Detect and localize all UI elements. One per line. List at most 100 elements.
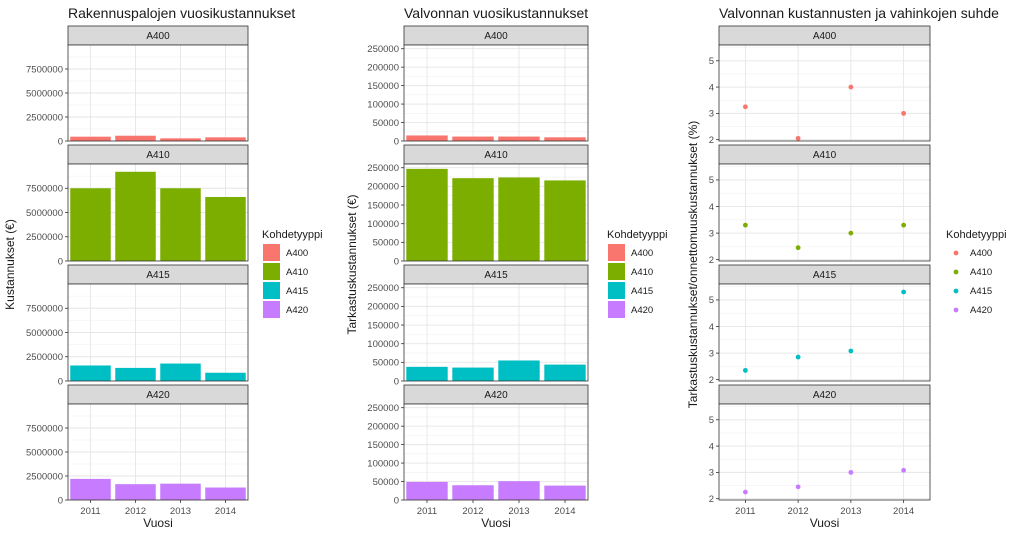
y-tick-label: 250000 — [367, 163, 399, 174]
chart-2-facet-A410: A410 0 50000 100000 150000 200000 250000 — [367, 144, 589, 267]
chart-3-facet-A410: A410 2 3 4 5 — [709, 144, 931, 266]
y-tick-label: 4 — [709, 82, 714, 93]
bar-A415-2014 — [544, 364, 586, 381]
chart-1: A400 0 2500000 5000000 7500000 A410 0 2500000 50… — [3, 25, 323, 530]
chart-2-facet-A415: A415 0 50000 100000 150000 200000 250000 — [367, 264, 589, 387]
x-axis-title: Vuosi — [810, 516, 840, 530]
bar-A420-2012 — [452, 485, 494, 500]
point-A400-2013 — [848, 84, 854, 90]
bar-A400-2013 — [498, 136, 540, 141]
y-tick-label: 100000 — [367, 339, 399, 350]
panel-border — [403, 44, 589, 142]
y-tick-label: 250000 — [367, 44, 399, 55]
y-tick-label: 0 — [58, 256, 63, 267]
legend-label-A415: A415 — [970, 286, 992, 297]
facet-strip-label: A410 — [484, 150, 508, 161]
legend-key-A415 — [263, 282, 280, 299]
chart-panels: A4000250000050000007500000A4100250000050… — [3, 25, 1007, 530]
y-tick-label: 250000 — [367, 403, 399, 414]
bar-A400-2012 — [115, 135, 156, 141]
x-tick-label: 2011 — [735, 506, 755, 517]
bar-A400-2014 — [205, 137, 246, 141]
bar-A400-2012 — [452, 136, 494, 141]
legend-key-A415 — [953, 288, 959, 294]
facet-strip-label: A415 — [484, 270, 508, 281]
facet-strip-label: A415 — [813, 270, 837, 281]
bar-A400-2014 — [544, 137, 586, 141]
panel-border — [403, 283, 589, 382]
y-tick-label: 150000 — [367, 200, 399, 211]
bar-A420-2011 — [406, 481, 448, 500]
bar-A410-2011 — [406, 168, 448, 261]
chart-1-title: Rakennuspalojen vuosikustannukset — [68, 5, 295, 21]
chart-2-facet-A420: A420 0 50000 100000 150000 200000 250000 — [367, 384, 589, 506]
x-tick-label: 2014 — [893, 506, 914, 517]
y-tick-label: 3 — [709, 348, 714, 359]
y-tick-label: 2 — [709, 255, 714, 266]
bar-A415-2014 — [205, 372, 246, 381]
y-tick-label: 5 — [709, 175, 714, 186]
y-tick-label: 2500000 — [26, 471, 63, 482]
chart-1-facet-A415: A415 0 2500000 5000000 7500000 — [26, 264, 249, 387]
y-tick-label: 5000000 — [26, 208, 63, 219]
y-axis-title: Tarkastuskustannukset/onnettomuuskustann… — [686, 121, 700, 408]
y-tick-label: 150000 — [367, 320, 399, 331]
x-tick-label: 2013 — [170, 506, 191, 517]
point-A420-2013 — [848, 469, 854, 475]
panel-border — [718, 283, 931, 382]
x-tick-label: 2012 — [125, 506, 146, 517]
legend: Kohdetyyppi A400 A410 A415 A420 — [607, 229, 668, 318]
legend: Kohdetyyppi A400 A410 A415 A420 — [946, 229, 1007, 316]
chart-3-facet-A415: A415 2 3 4 5 — [709, 264, 931, 386]
legend-label-A410: A410 — [970, 267, 992, 278]
bar-A420-2014 — [544, 485, 586, 500]
bar-A410-2014 — [544, 180, 586, 261]
y-tick-label: 200000 — [367, 421, 399, 432]
legend-label-A410: A410 — [631, 267, 653, 278]
y-tick-label: 100000 — [367, 99, 399, 110]
y-tick-label: 5000000 — [26, 447, 63, 458]
y-tick-label: 7500000 — [26, 64, 63, 75]
bar-A420-2014 — [205, 487, 246, 500]
facet-strip-label: A420 — [484, 390, 508, 401]
point-A415-2014 — [901, 289, 907, 295]
panel-border — [718, 44, 931, 142]
point-A410-2011 — [742, 222, 748, 228]
facet-strip-label: A420 — [146, 390, 170, 401]
point-A415-2013 — [848, 348, 854, 354]
chart-2-facet-A400: A400 0 50000 100000 150000 200000 250000 — [367, 25, 589, 147]
y-tick-label: 50000 — [373, 358, 399, 369]
y-tick-label: 0 — [394, 495, 399, 506]
x-axis-title: Vuosi — [143, 516, 173, 530]
bar-A400-2011 — [70, 136, 111, 141]
chart-1-facet-A400: A400 0 2500000 5000000 7500000 — [26, 25, 249, 147]
point-A410-2012 — [795, 245, 801, 251]
bar-A410-2013 — [498, 177, 540, 261]
y-tick-label: 100000 — [367, 219, 399, 230]
legend-key-A420 — [263, 301, 280, 318]
y-tick-label: 5 — [709, 295, 714, 306]
y-tick-label: 5000000 — [26, 88, 63, 99]
point-A420-2012 — [795, 484, 801, 490]
legend-key-A400 — [953, 250, 959, 256]
chart-3-facet-A420: A420 2 3 4 5 — [709, 384, 931, 505]
legend-label-A420: A420 — [286, 305, 308, 316]
legend-label-A400: A400 — [631, 248, 653, 259]
point-A420-2011 — [742, 489, 748, 495]
x-axis-title: Vuosi — [481, 516, 511, 530]
x-tick-label: 2014 — [554, 506, 575, 517]
y-tick-label: 0 — [58, 136, 63, 147]
facet-strip-label: A420 — [813, 390, 837, 401]
y-tick-label: 50000 — [373, 118, 399, 129]
y-tick-label: 150000 — [367, 440, 399, 451]
legend-key-A420 — [953, 307, 959, 313]
bar-A410-2012 — [115, 171, 156, 261]
y-tick-label: 2 — [709, 494, 714, 505]
bar-A420-2012 — [115, 484, 156, 500]
x-tick-label: 2013 — [508, 506, 529, 517]
point-A415-2011 — [742, 367, 748, 373]
panel-background — [404, 45, 588, 141]
y-tick-label: 4 — [709, 202, 714, 213]
legend-label-A420: A420 — [631, 305, 653, 316]
